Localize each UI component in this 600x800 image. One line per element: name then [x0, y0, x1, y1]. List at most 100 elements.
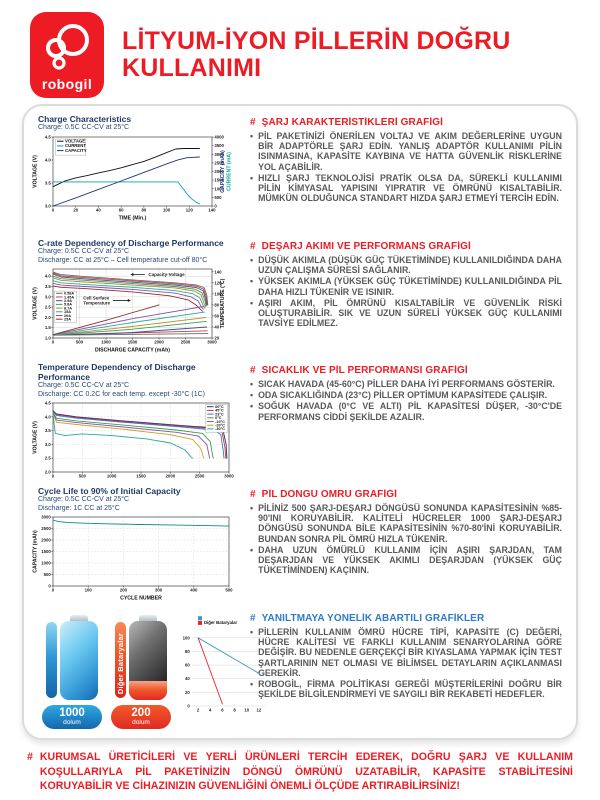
- svg-text:60: 60: [119, 207, 124, 212]
- section-heading-label: ŞARJ KARAKTERİSTİKLERİ GRAFİĞİ: [261, 117, 444, 128]
- svg-text:0: 0: [52, 340, 55, 345]
- svg-text:-20°C: -20°C: [215, 424, 225, 428]
- chart-figure-title: C-rate Dependency of Discharge Performan…: [38, 238, 224, 248]
- svg-text:3000: 3000: [224, 474, 234, 479]
- info-section: # PİL DÖNGÜ ÖMRÜ GRAFİĞİ • PİLİNİZ 500 ŞARJ…: [250, 489, 562, 608]
- blue-battery-icon: [60, 621, 98, 700]
- chart-c-rate-dependency: C-rate Dependency of Discharge Performan…: [32, 238, 240, 357]
- svg-text:DISCHARGE CAPACITY (mAh): DISCHARGE CAPACITY (mAh): [95, 347, 170, 353]
- chart-figure-subtitle: Discharge: CC at 25°C – Cell temperature…: [38, 256, 208, 264]
- svg-text:4.5: 4.5: [45, 401, 52, 406]
- cycle-count: 200: [131, 706, 151, 719]
- svg-text:4.0: 4.0: [45, 157, 52, 162]
- svg-text:0: 0: [52, 588, 55, 593]
- chart-figure-title: Cycle Life to 90% of Initial Capacity: [38, 486, 181, 496]
- svg-text:0: 0: [48, 583, 51, 588]
- svg-text:TIME (Min.): TIME (Min.): [119, 215, 147, 221]
- svg-text:3.0: 3.0: [45, 442, 52, 447]
- svg-text:400: 400: [190, 588, 198, 593]
- svg-text:80: 80: [185, 649, 190, 654]
- svg-text:20A: 20A: [64, 314, 71, 318]
- page-title: LİTYUM-İYON PİLLERİN DOĞRU KULLANIMI: [122, 27, 511, 82]
- chart-figure-subtitle: Discharge: CC 0.2C for each temp. except…: [38, 390, 205, 398]
- hash-symbol: #: [250, 365, 256, 376]
- svg-text:2.9A: 2.9A: [64, 299, 72, 303]
- other-batteries-label: Diğer Bataryalar: [116, 632, 125, 694]
- bullet-text: PİL PAKETİNİZİ ÖNERİLEN VOLTAJ VE AKIM D…: [258, 131, 562, 172]
- svg-text:4.5: 4.5: [45, 134, 52, 139]
- info-section: # DEŞARJ AKIMI VE PERFORMANS GRAFİĞİ • DÜŞÜ…: [250, 241, 562, 360]
- svg-text:4.0: 4.0: [45, 414, 52, 419]
- page-header: robogil LİTYUM-İYON PİLLERİN DOĞRU KULLA…: [0, 0, 600, 100]
- battery-life-comparison-plot: 2 4 6 8 10 12 0 20 40 60 80 100 Diğer Bataryalar: [183, 616, 265, 713]
- cycle-unit: dolum: [63, 719, 81, 726]
- cycles-badge-other: 200 dolum: [111, 705, 171, 729]
- bullet-item: • PİL PAKETİNİZİ ÖNERİLEN VOLTAJ VE AKIM …: [250, 131, 562, 172]
- bullet-text: SICAK HAVADA (45-60°C) PİLLER DAHA İYİ P…: [258, 379, 555, 389]
- svg-text:60°C: 60°C: [215, 405, 224, 409]
- svg-text:0.58A: 0.58A: [64, 292, 74, 296]
- svg-text:120: 120: [186, 207, 194, 212]
- battery-cap-icon: [70, 615, 88, 621]
- bullet-text: YÜKSEK AKIMLA (YÜKSEK GÜÇ TÜKETİMİNDE) K…: [258, 276, 562, 297]
- svg-text:3000: 3000: [41, 514, 51, 519]
- chart-figure-subtitle: Charge: 0.5C CC-CV at 25°C: [38, 124, 130, 132]
- svg-text:10: 10: [244, 708, 249, 713]
- svg-text:2.0: 2.0: [45, 470, 52, 475]
- svg-text:-10°C: -10°C: [215, 420, 225, 424]
- charge-characteristics-plot: 0 20 40 60 80 100 120 140 3.0 3.5 4.0 4.5 0 500 1000 15…: [33, 134, 233, 221]
- svg-text:100: 100: [214, 291, 222, 296]
- svg-text:2000: 2000: [166, 474, 176, 479]
- bullet-list: • PİLLERİN KULLANIM ÖMRÜ HÜCRE TİPİ, KAPA…: [250, 627, 562, 699]
- svg-text:100: 100: [183, 635, 191, 640]
- svg-text:100: 100: [163, 207, 171, 212]
- bullet-item: • ODA SICAKLIĞINDA (23°C) PİLLER OPTİMUM …: [250, 390, 562, 400]
- svg-text:CAPACITY: CAPACITY: [65, 147, 87, 152]
- chart-cycle-life: Cycle Life to 90% of Initial Capacity Cha…: [32, 486, 240, 605]
- svg-text:1.5: 1.5: [45, 325, 52, 330]
- cycle-life-plot: 0 100 200 300 400 500 0 500 1000 1500 2000 2500 3000…: [33, 514, 234, 601]
- svg-text:CYCLE NUMBER: CYCLE NUMBER: [120, 595, 162, 601]
- svg-text:Diğer Bataryalar: Diğer Bataryalar: [204, 620, 238, 625]
- section-heading-label: YANILTMAYA YÖNELİK ABARTILI GRAFİKLER: [261, 613, 485, 624]
- bullet-dot-icon: •: [250, 276, 254, 287]
- footer-text: KURUMSAL ÜRETİCİLERİ VE YERLİ ÜRÜNLERİ T…: [39, 751, 573, 793]
- bullet-text: DAHA UZUN ÖMÜRLÜ KULLANIM İÇİN AŞIRI ŞAR…: [258, 544, 562, 576]
- svg-text:3.5: 3.5: [45, 428, 52, 433]
- bullet-text: DÜŞÜK AKIMLA (DÜŞÜK GÜÇ TÜKETİMİNDE) KUL…: [258, 255, 562, 276]
- chart-charge-characteristics: Charge Characteristics Charge: 0.5C CC-CV…: [32, 114, 240, 233]
- svg-text:500: 500: [76, 340, 84, 345]
- section-heading: # SICAKLIK VE PİL PERFORMANSI GRAFİĞİ: [250, 365, 562, 376]
- c-rate-dependency-plot: 0 500 1000 1500 2000 2500 3000 1.0 1.5 2.0 2.5 3.0 3…: [33, 268, 226, 353]
- bullet-dot-icon: •: [250, 401, 254, 412]
- cycles-badge-robogil: 1000 dolum: [42, 705, 102, 729]
- chart-figure-subtitle: Charge: 0.5C CC-CV at 25°C: [38, 382, 130, 390]
- bullet-item: • AŞIRI AKIM, PİL ÖMRÜNÜ KISALTABİLİR VE …: [250, 298, 562, 329]
- svg-text:2000: 2000: [41, 537, 51, 542]
- svg-text:4000: 4000: [214, 134, 224, 139]
- svg-text:3000: 3000: [214, 151, 224, 156]
- svg-text:4: 4: [209, 708, 212, 713]
- svg-text:8: 8: [233, 708, 236, 713]
- bullet-item: • ROBOGİL, FİRMA POLİTİKASI GEREĞİ MÜŞTER…: [250, 679, 562, 699]
- svg-text:3000: 3000: [207, 340, 217, 345]
- info-section: # ŞARJ KARAKTERİSTİKLERİ GRAFİĞİ • PİL PAKE…: [250, 117, 562, 236]
- svg-text:140: 140: [214, 269, 222, 274]
- svg-text:20: 20: [214, 335, 219, 340]
- robogil-logo: robogil: [30, 12, 104, 98]
- other-battery: Diğer Bataryalar: [115, 614, 167, 700]
- svg-text:2500: 2500: [195, 474, 205, 479]
- svg-text:2.5: 2.5: [45, 305, 52, 310]
- svg-text:6: 6: [221, 708, 224, 713]
- svg-text:VOLTAGE (V): VOLTAGE (V): [33, 154, 39, 187]
- svg-text:2.0: 2.0: [45, 315, 52, 320]
- svg-text:12: 12: [257, 708, 262, 713]
- svg-text:0: 0: [214, 203, 217, 208]
- section-heading-label: PİL DÖNGÜ ÖMRÜ GRAFİĞİ: [261, 489, 398, 500]
- svg-text:0: 0: [52, 207, 55, 212]
- svg-text:25A: 25A: [64, 317, 71, 321]
- svg-text:5.8A: 5.8A: [64, 303, 72, 307]
- section-heading: # PİL DÖNGÜ ÖMRÜ GRAFİĞİ: [250, 489, 562, 500]
- section-heading-label: SICAKLIK VE PİL PERFORMANSI GRAFİĞİ: [261, 365, 468, 376]
- section-heading-label: DEŞARJ AKIMI VE PERFORMANS GRAFİĞİ: [261, 241, 471, 252]
